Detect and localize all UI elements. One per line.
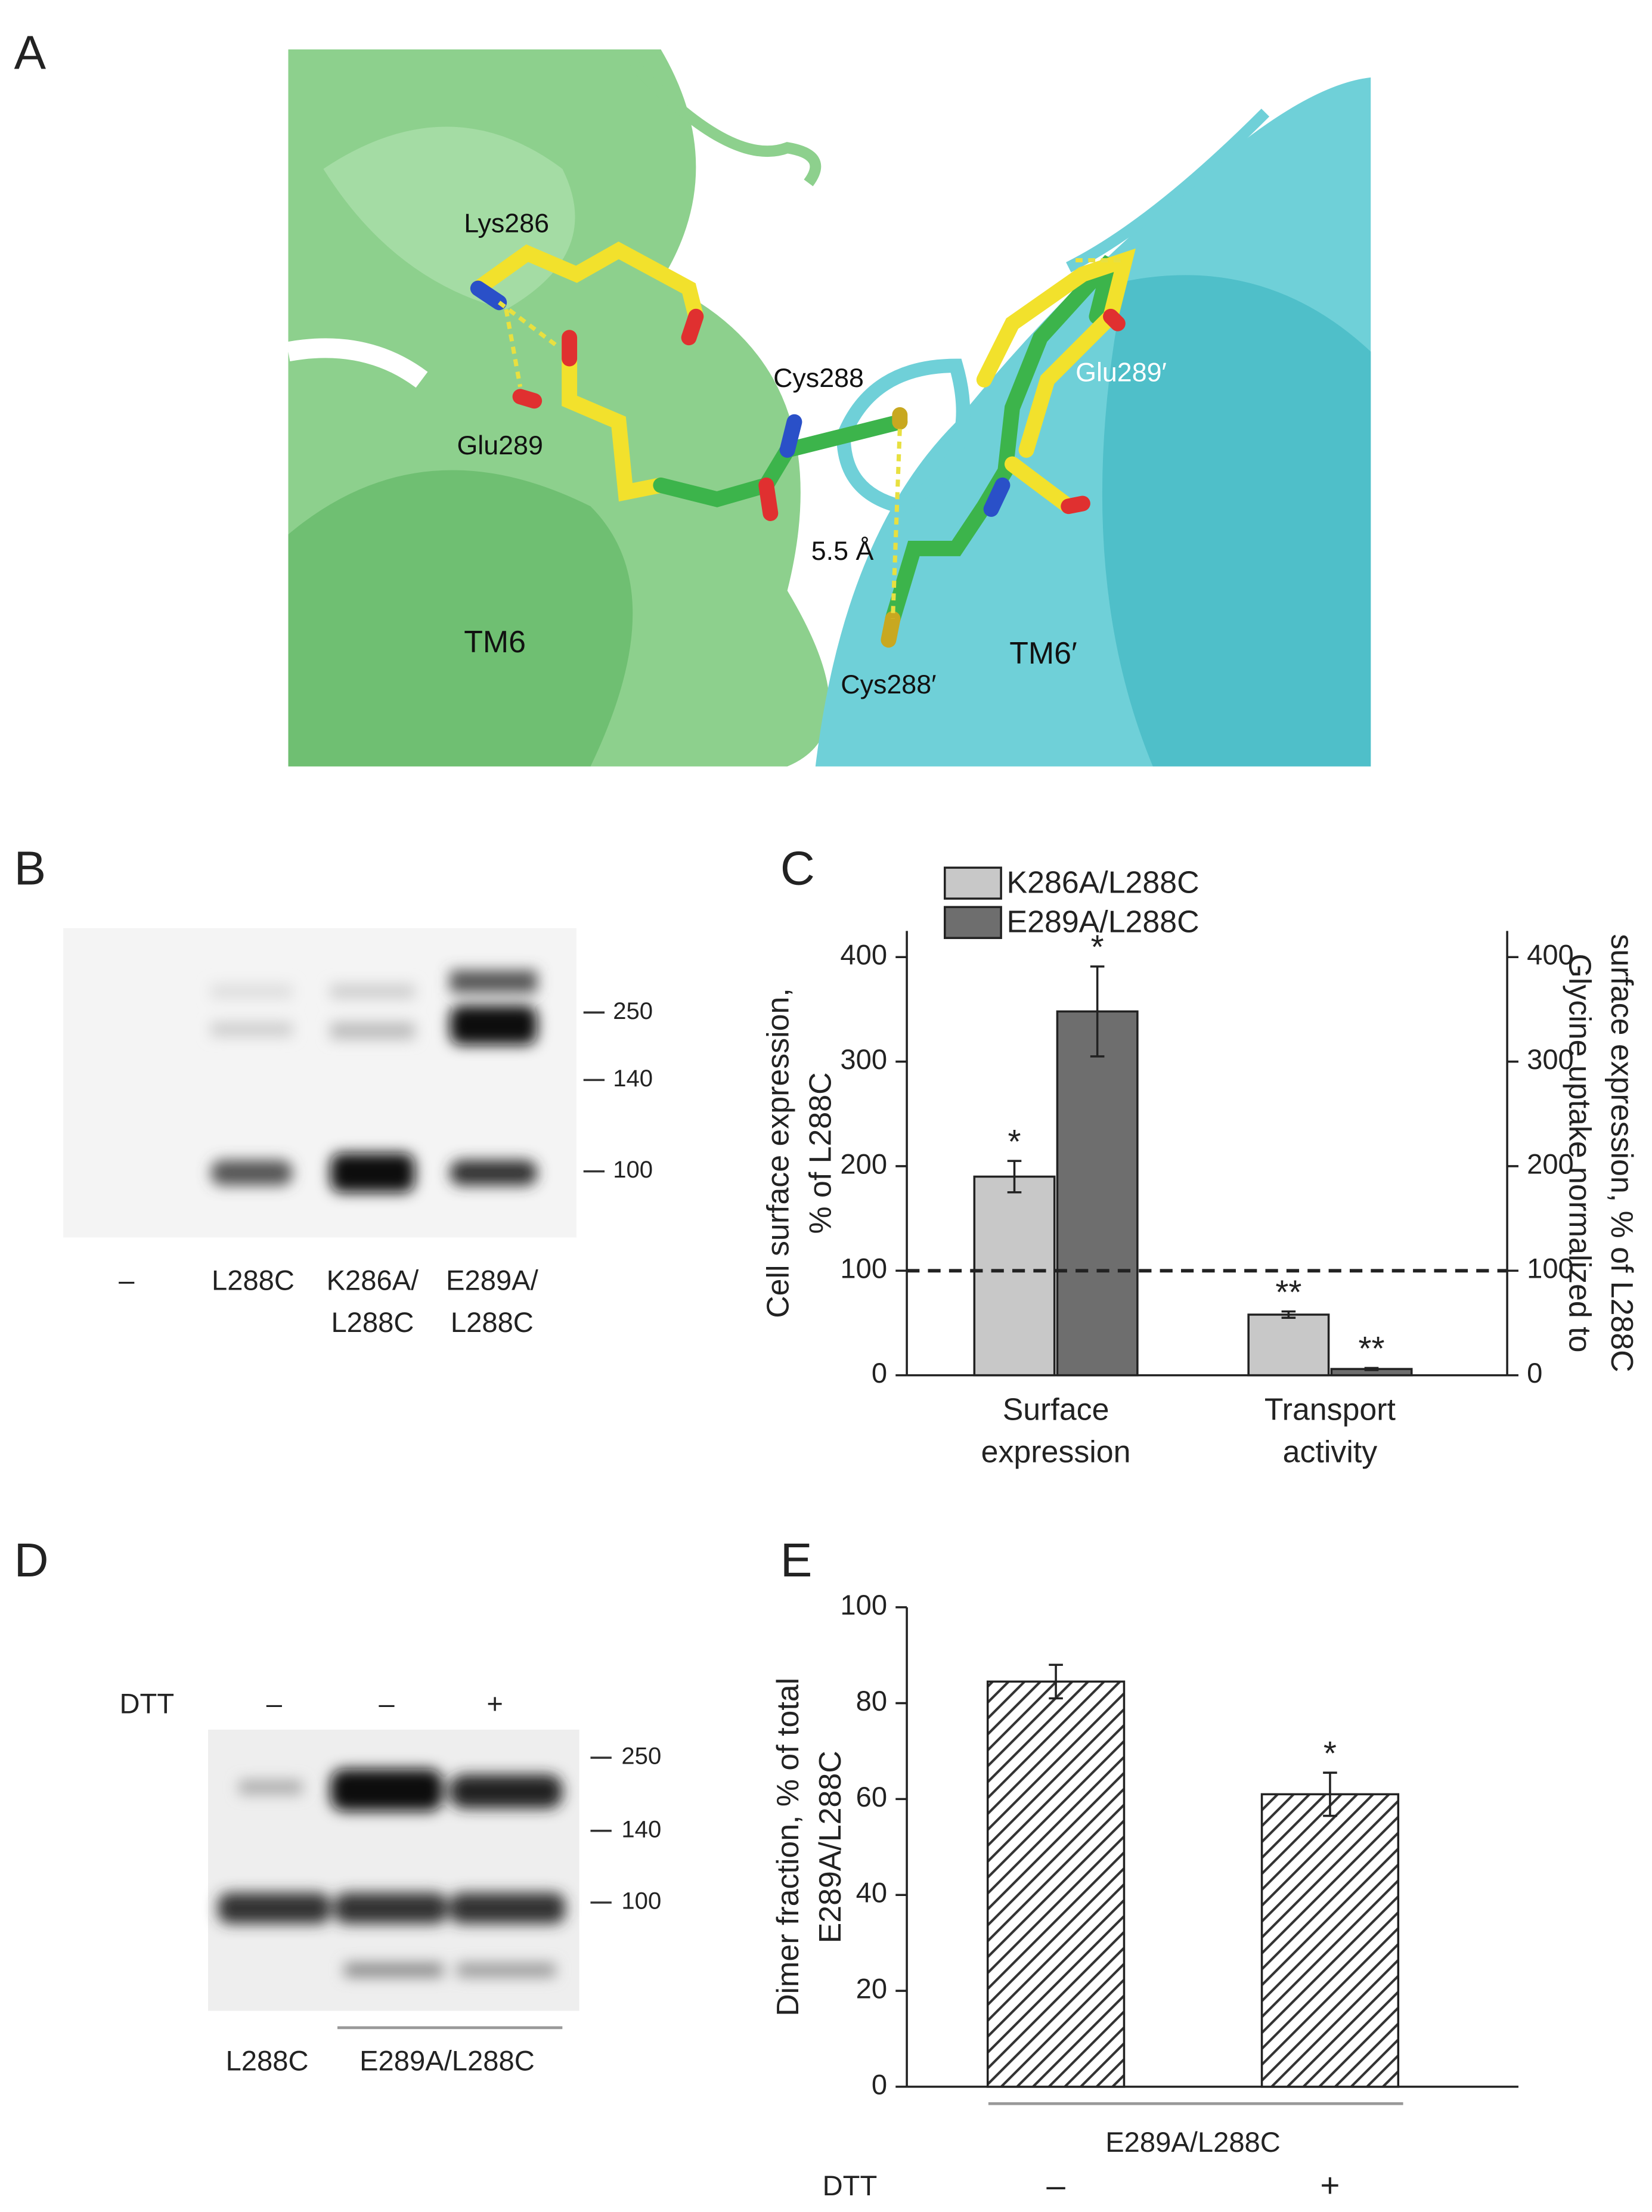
condition-label: DTT	[119, 1687, 174, 1719]
x-tick-label: Transport	[1264, 1392, 1396, 1427]
y-tick-label: 40	[856, 1877, 887, 1909]
error-bar	[1090, 965, 1105, 1058]
bar	[1260, 1793, 1400, 2088]
error-bar	[1049, 1663, 1063, 1700]
blot-b	[63, 928, 577, 1238]
structure-label: Lys286′	[907, 301, 997, 331]
legend-swatch	[944, 866, 1002, 900]
y-axis-label: % of L288C	[802, 1072, 837, 1234]
error-bar	[1323, 1771, 1337, 1817]
lane-label: E289A/	[446, 1264, 539, 1296]
x-tick-label: +	[1320, 2167, 1340, 2204]
lane-label: E289A/L288C	[359, 2044, 535, 2076]
panel-label: D	[14, 1533, 49, 1587]
x-tick-label: activity	[1283, 1434, 1378, 1469]
panel-label: E	[780, 1533, 812, 1587]
panel-label: C	[780, 841, 815, 895]
marker-label: 140	[613, 1065, 653, 1092]
condition: +	[486, 1687, 503, 1719]
marker-label: 100	[613, 1157, 653, 1183]
lane-label: K286A/	[327, 1264, 420, 1296]
y2-tick-label: 400	[1527, 939, 1574, 971]
lane-label: L288C	[226, 2044, 309, 2076]
panel-label: B	[14, 841, 46, 895]
bar	[986, 1680, 1126, 2088]
y-tick-label: 0	[872, 2068, 887, 2100]
annotation: *	[1008, 1123, 1021, 1160]
bar	[973, 1175, 1056, 1377]
structure-label: TM6′	[1009, 636, 1077, 670]
y-tick-label: 80	[856, 1685, 887, 1717]
structure-label: Cys288′	[841, 670, 936, 699]
structure-label: Cys288	[773, 363, 864, 393]
bar	[1056, 1010, 1139, 1377]
structure-label: Glu289′	[1075, 357, 1167, 387]
x-tick-label: expression	[981, 1434, 1131, 1469]
annotation: *	[1091, 928, 1104, 966]
lane-label: L288C	[451, 1306, 534, 1338]
y2-axis-label: surface expression, % of L288C	[1605, 934, 1639, 1372]
y2-axis-label: Glycine uptake normalized to	[1563, 954, 1597, 1353]
bar	[1247, 1313, 1330, 1377]
marker-label: 100	[621, 1888, 661, 1914]
error-bar	[1364, 1367, 1379, 1371]
y-tick-label: 200	[840, 1148, 887, 1179]
y-tick-label: 400	[840, 939, 887, 971]
condition-label: DTT	[823, 2170, 878, 2201]
y-tick-label: 20	[856, 1973, 887, 2005]
error-bar	[1281, 1310, 1296, 1319]
legend-label: E289A/L288C	[1007, 904, 1200, 938]
condition: –	[266, 1687, 283, 1719]
annotation: *	[1324, 1734, 1337, 1772]
error-bar	[1007, 1160, 1022, 1194]
x-axis-label: E289A/L288C	[1105, 2126, 1281, 2158]
condition: –	[379, 1687, 395, 1719]
panel-label: A	[14, 26, 47, 79]
y-tick-label: 60	[856, 1781, 887, 1813]
legend-swatch	[944, 906, 1002, 939]
y2-tick-label: 200	[1527, 1148, 1574, 1179]
y-axis-label: Cell surface expression,	[761, 988, 795, 1318]
marker-label: 250	[621, 1743, 661, 1770]
x-tick-label: –	[1046, 2167, 1065, 2204]
legend-label: K286A/L288C	[1007, 865, 1200, 899]
lane-label: L288C	[212, 1264, 295, 1296]
marker-label: 140	[621, 1816, 661, 1842]
y2-tick-label: 300	[1527, 1043, 1574, 1075]
y2-tick-label: 0	[1527, 1357, 1542, 1389]
lane-label: L288C	[331, 1306, 414, 1338]
annotation: **	[1358, 1330, 1384, 1367]
y-tick-label: 0	[872, 1357, 887, 1389]
lane-label: –	[119, 1264, 135, 1296]
y-axis-label: Dimer fraction, % of total	[770, 1678, 805, 2016]
x-tick-label: Surface	[1003, 1392, 1109, 1427]
structure-label: Lys286	[464, 208, 549, 238]
structure-label: TM6	[464, 624, 526, 659]
y-tick-label: 100	[840, 1253, 887, 1284]
marker-label: 250	[613, 998, 653, 1024]
structure-image	[288, 49, 1371, 767]
blot-d	[208, 1729, 579, 2030]
structure-label: 5.5 Å	[811, 536, 874, 566]
y-tick-label: 300	[840, 1043, 887, 1075]
y-axis-label: E289A/L288C	[813, 1751, 847, 1943]
structure-label: Glu289	[457, 430, 543, 460]
y2-tick-label: 100	[1527, 1253, 1574, 1284]
y-tick-label: 100	[840, 1589, 887, 1621]
annotation: **	[1275, 1273, 1301, 1311]
